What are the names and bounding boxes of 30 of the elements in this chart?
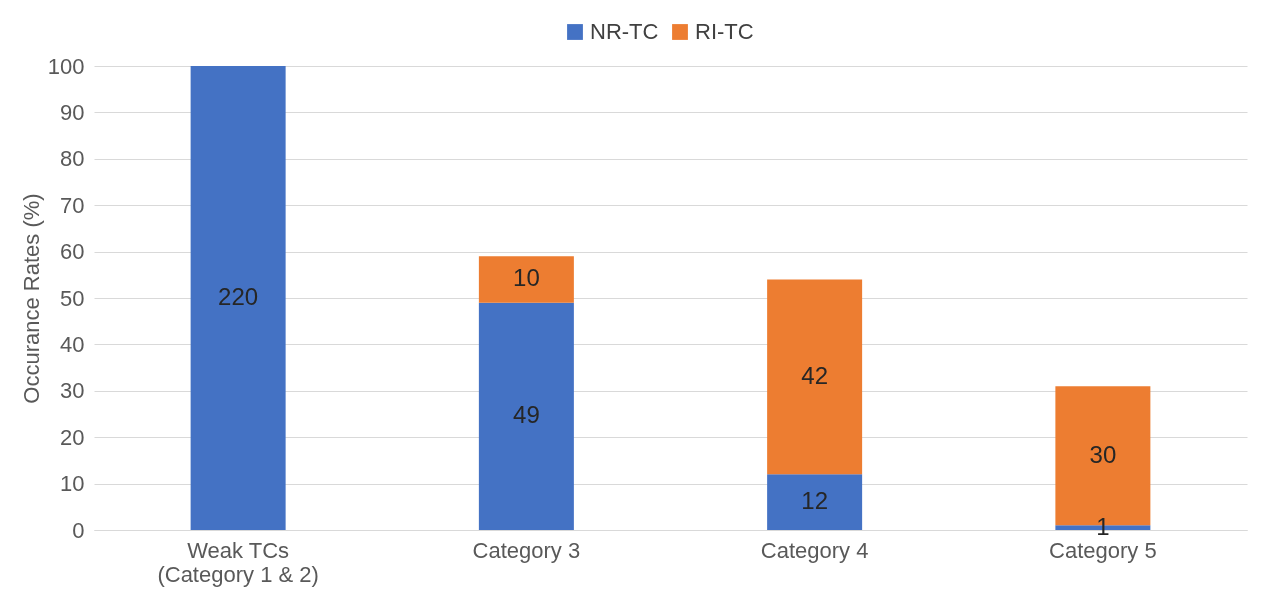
y-tick-label: 100 [47,53,85,79]
annotation: 220 [218,283,259,310]
bar [767,474,863,530]
y-tick-label: 0 [72,517,85,543]
legend-label: RI-TC [695,19,754,44]
data-label: 1 [1096,512,1110,540]
bar [767,279,863,475]
y-tick-label: 70 [60,192,85,218]
bar [190,66,286,530]
data-label: 42 [801,361,828,389]
bar [478,302,574,530]
y-tick-label: 60 [60,239,85,265]
y-tick-label: 20 [60,424,85,450]
x-tick-label: Category 4 [760,537,869,563]
data-label: 12 [801,487,828,515]
y-tick-label: 30 [60,378,85,404]
bar [478,256,574,303]
data-label: 10 [513,264,540,292]
x-tick-label: Weak TCs (Category 1 & 2) [157,537,319,587]
x-tick-label: Category 5 [1049,537,1157,563]
y-tick-label: 90 [60,99,85,125]
data-label: 49 [513,401,540,429]
y-tick-label: 80 [60,146,85,172]
y-axis-title: Occurance Rates (%) [18,193,44,404]
data-label: 30 [1089,440,1117,468]
y-tick-label: 40 [60,331,85,357]
x-tick-label: Category 3 [472,537,581,563]
legend-label: NR-TC [590,19,659,44]
y-tick-label: 10 [60,471,85,497]
y-tick-label: 50 [60,285,85,311]
